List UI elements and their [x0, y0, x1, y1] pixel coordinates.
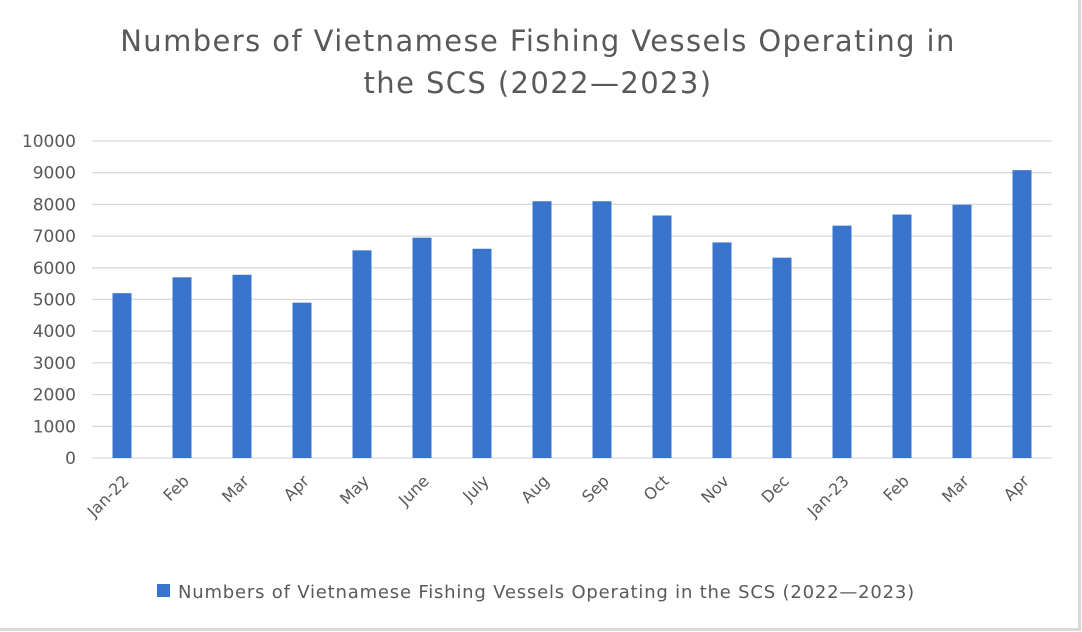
bar — [1012, 170, 1032, 458]
x-tick-label: May — [336, 471, 373, 508]
bar — [892, 214, 912, 458]
x-tick-label: Mar — [938, 471, 973, 506]
y-tick-label: 0 — [65, 449, 76, 469]
bar — [592, 201, 612, 459]
bar — [352, 250, 372, 458]
bar — [412, 237, 432, 458]
bar — [772, 257, 792, 458]
y-tick-label: 6000 — [33, 259, 76, 279]
x-tick-label: Feb — [879, 471, 912, 504]
y-tick-label: 10000 — [22, 132, 76, 152]
y-tick-label: 4000 — [33, 322, 76, 342]
chart-title-line-1: Numbers of Vietnamese Fishing Vessels Op… — [120, 24, 956, 58]
x-tick-label: Apr — [280, 471, 313, 504]
y-tick-label: 2000 — [33, 386, 76, 406]
y-tick-label: 5000 — [33, 291, 76, 311]
x-tick-label: Oct — [640, 471, 673, 504]
x-axis-ticks: Jan-22 Feb Mar Apr May June July Aug Sep Oct Nov De… — [83, 471, 1033, 521]
y-tick-label: 8000 — [33, 195, 76, 215]
gridlines — [92, 140, 1052, 459]
x-tick-label: Aug — [517, 471, 553, 507]
bar — [952, 204, 972, 458]
legend-swatch — [157, 584, 170, 597]
x-tick-label: Feb — [159, 471, 192, 504]
x-tick-label: Apr — [1000, 471, 1033, 504]
x-tick-label: Jan-23 — [803, 471, 853, 521]
bars — [112, 170, 1032, 459]
x-tick-label: Nov — [697, 471, 733, 507]
x-tick-label: Mar — [218, 471, 253, 506]
x-tick-label: Jan-22 — [83, 471, 133, 521]
x-tick-label: Sep — [578, 471, 613, 506]
chart-title-line-2: the SCS (2022—2023) — [364, 66, 713, 100]
bar — [232, 274, 252, 458]
x-tick-label: July — [458, 471, 492, 505]
x-tick-label: June — [394, 471, 433, 510]
y-tick-label: 9000 — [33, 164, 76, 184]
y-tick-label: 3000 — [33, 354, 76, 374]
chart-title: Numbers of Vietnamese Fishing Vessels Op… — [120, 24, 956, 100]
bar — [712, 242, 732, 458]
y-tick-label: 7000 — [33, 227, 76, 247]
y-tick-label: 1000 — [33, 417, 76, 437]
bar — [112, 293, 132, 458]
bar — [172, 277, 192, 458]
bar — [292, 302, 312, 458]
x-tick-label: Dec — [757, 471, 792, 506]
bar — [472, 248, 492, 458]
legend-label: Numbers of Vietnamese Fishing Vessels Op… — [178, 582, 915, 603]
legend: Numbers of Vietnamese Fishing Vessels Op… — [157, 582, 915, 603]
bar — [832, 225, 852, 458]
y-axis-ticks: 0 1000 2000 3000 4000 5000 6000 7000 8000 9000 100… — [22, 132, 76, 469]
bar — [532, 201, 552, 459]
bar — [652, 215, 672, 458]
